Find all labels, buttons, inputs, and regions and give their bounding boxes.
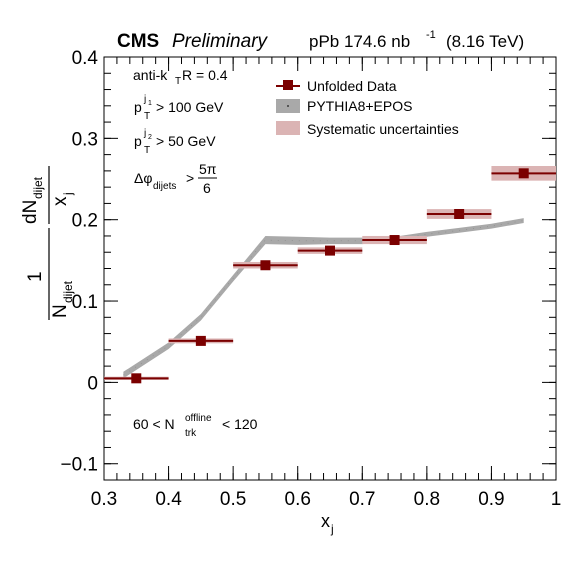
y-tick-label: 0.1 bbox=[72, 292, 98, 313]
x-axis-title: x j bbox=[321, 511, 334, 536]
x-tick-label: 0.3 bbox=[91, 489, 117, 510]
x-tick-label: 0.4 bbox=[155, 489, 182, 510]
pt1-sup2: 1 bbox=[148, 100, 152, 107]
jet-algo-sub: T bbox=[175, 76, 181, 87]
axis-ticks bbox=[103, 56, 557, 481]
x-tick-label: 1 bbox=[551, 489, 562, 510]
x-tick-labels: 0.3 0.4 0.5 0.6 0.7 0.8 0.9 1 bbox=[91, 489, 562, 510]
data-point bbox=[518, 168, 529, 179]
data-point bbox=[195, 335, 206, 346]
jet-algo-text-a: anti-k bbox=[133, 67, 168, 83]
dphi-num: 5π bbox=[199, 161, 217, 177]
mc-band-series bbox=[123, 218, 524, 379]
y-axis-N: N bbox=[50, 304, 71, 318]
pt2-sup: j bbox=[143, 128, 146, 139]
x-tick-label: 0.5 bbox=[220, 489, 246, 510]
energy-label: (8.16 TeV) bbox=[446, 32, 524, 51]
pt1-cut: > 100 GeV bbox=[156, 99, 224, 115]
dphi-symbol: Δφ bbox=[134, 170, 152, 186]
y-axis-title: 1 N dijet dN dijet x j bbox=[20, 166, 75, 320]
y-tick-label: 0.2 bbox=[72, 211, 98, 232]
y-tick-label: −0.1 bbox=[60, 455, 98, 476]
mult-hi: < 120 bbox=[222, 416, 258, 432]
legend-mc-label: PYTHIA8+EPOS bbox=[307, 98, 412, 114]
pt2-p: p bbox=[134, 133, 142, 149]
x-tick-label: 0.6 bbox=[285, 489, 311, 510]
y-tick-label: 0 bbox=[87, 373, 98, 394]
y-tick-label: 0.3 bbox=[72, 129, 98, 150]
legend-data-marker bbox=[283, 80, 293, 90]
dphi-den: 6 bbox=[203, 180, 211, 196]
legend-mc-dot bbox=[287, 105, 289, 107]
dphi-sub: dijets bbox=[153, 181, 176, 192]
legend-data-label: Unfolded Data bbox=[307, 78, 397, 94]
data-series bbox=[104, 168, 556, 384]
jet-algo-text-b: R = 0.4 bbox=[182, 67, 228, 83]
x-tick-label: 0.9 bbox=[478, 489, 504, 510]
legend-syst-label: Systematic uncertainties bbox=[307, 121, 459, 137]
y-axis-one: 1 bbox=[25, 271, 46, 282]
y-axis-N-sub: dijet bbox=[61, 280, 75, 303]
pt2-sub: T bbox=[144, 145, 150, 156]
dphi-gt: > bbox=[186, 170, 194, 186]
pt1-annotation: p j 1 T > 100 GeV bbox=[134, 94, 224, 122]
preliminary-label: Preliminary bbox=[172, 31, 269, 52]
y-axis-dx-sub: j bbox=[61, 192, 75, 196]
systematic-boxes bbox=[104, 166, 556, 380]
mult-sup: offline bbox=[185, 413, 212, 424]
x-axis-label-sub: j bbox=[330, 522, 334, 536]
mult-lo: 60 < N bbox=[133, 416, 175, 432]
y-axis-dN-sub: dijet bbox=[31, 176, 45, 199]
dphi-annotation: Δφ dijets > 5π 6 bbox=[134, 161, 217, 196]
data-point bbox=[454, 208, 465, 219]
mc-band-area bbox=[123, 218, 524, 379]
pt2-annotation: p j 2 T > 50 GeV bbox=[134, 128, 216, 156]
pt1-sup: j bbox=[143, 94, 146, 105]
pt1-p: p bbox=[134, 99, 142, 115]
x-tick-label: 0.8 bbox=[414, 489, 440, 510]
x-tick-label: 0.7 bbox=[349, 489, 375, 510]
mult-sub: trk bbox=[185, 428, 197, 439]
lumi-label: pPb 174.6 nb bbox=[309, 32, 410, 51]
legend-syst-swatch bbox=[276, 121, 300, 135]
y-axis-dx: x bbox=[50, 196, 71, 206]
y-tick-labels: −0.1 0 0.1 0.2 0.3 0.4 bbox=[60, 48, 98, 476]
y-tick-label: 0.4 bbox=[72, 48, 99, 69]
data-point bbox=[389, 235, 400, 246]
lumi-exp: -1 bbox=[426, 29, 436, 41]
pt1-sub: T bbox=[144, 111, 150, 122]
jet-algo-annotation: anti-k T R = 0.4 bbox=[133, 67, 228, 87]
x-axis-label: x bbox=[321, 511, 330, 531]
pt2-sup2: 2 bbox=[148, 134, 152, 141]
data-point bbox=[260, 260, 271, 271]
pt2-cut: > 50 GeV bbox=[156, 133, 216, 149]
y-axis-dN: dN bbox=[20, 200, 41, 224]
cms-label: CMS bbox=[117, 31, 159, 52]
data-point bbox=[325, 245, 335, 256]
multiplicity-annotation: 60 < N offline trk < 120 bbox=[133, 413, 258, 439]
data-point bbox=[131, 373, 142, 384]
legend: Unfolded Data PYTHIA8+EPOS Systematic un… bbox=[276, 78, 459, 137]
